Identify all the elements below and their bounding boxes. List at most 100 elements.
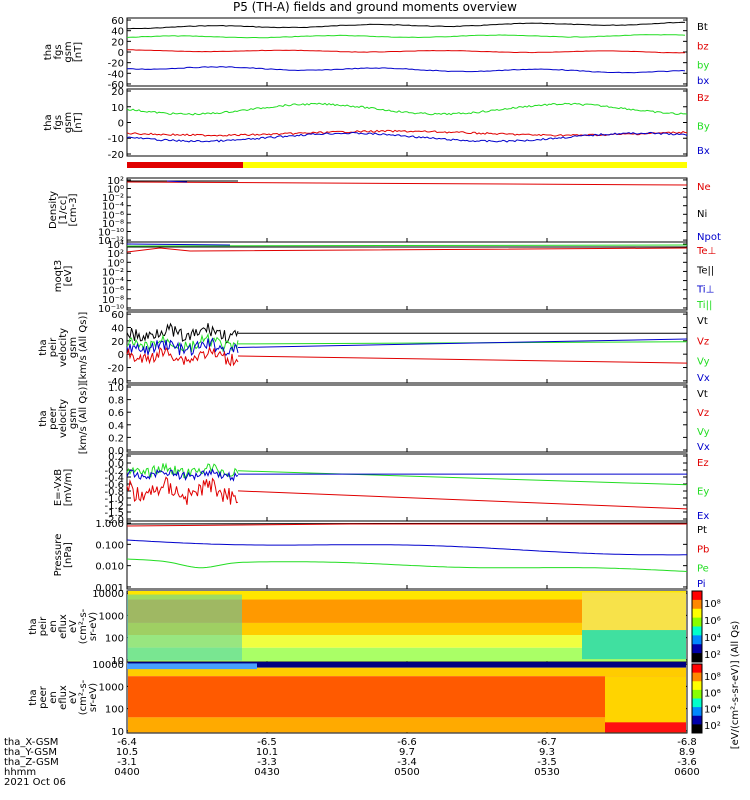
legend-pressure-2: Pe [697,564,709,575]
y-tick-label-peer_vel-3: 0.4 [108,421,124,432]
y-tick-label-peir_vel-5: -40 [108,377,124,388]
y-tick-label-temp-0: 10⁴ [107,240,124,251]
legend-efield-1: Ey [697,487,709,498]
y-tick-label-peer_vel-1: 0.8 [108,396,124,407]
y-tick-label-fgs_gsm_zoom-4: -20 [108,150,124,161]
series-Tipar [126,244,688,247]
ephem-label-1: tha_Y-GSM [4,747,57,758]
ephem-value-3-3: 0530 [534,767,559,778]
y-tick-label-density-6: 10⁻¹⁰ [98,227,124,238]
y-axis-label-peer_vel-3: gsm [68,408,79,429]
y-axis-label-peer_spec-5: (cm²-s- [78,679,89,715]
legend-fgs_gsm_zoom-2: Bx [697,146,710,157]
peir-spec-region-2 [582,630,686,660]
legend-fgs_gsm_zoom-0: Bz [697,93,709,104]
series-Teperp [126,247,688,253]
series-Bt [127,21,686,30]
series-peir-Vx-trend [237,338,688,348]
series-Pe [126,558,688,572]
panel-frame-pressure [126,520,688,590]
colorbar-seg-0-6 [692,644,702,654]
y-axis-label-peir_spec-6: sr-eV) [88,612,99,641]
series-bx [126,66,686,74]
y-tick-label-density-7: 10⁻¹² [98,236,124,247]
y-axis-label-fgs_gsm-2: gsm [63,41,74,62]
y-tick-label-peer_vel-0: 1.0 [108,383,124,394]
y-axis-label-peir_spec-1: peir [38,616,49,636]
y-axis-label-pressure-1: [nPa] [63,542,74,568]
colorbar-label: [eV/(cm²-s-sr-eV)] (All Qs) [730,621,741,750]
y-tick-label-peir_vel-0: 60 [111,310,124,321]
peer-spec-band-2 [128,676,686,718]
y-axis-label-peer_spec-3: eflux [58,685,69,710]
y-axis-label-peer_spec-2: en [48,691,59,704]
legend-peer_vel-0: Vt [697,389,708,400]
panel-frame-temp [126,241,688,311]
y-axis-label-efield-1: [mV/m] [63,469,74,507]
legend-peer_vel-1: Vz [697,408,709,419]
ephem-value-3-0: 0400 [114,767,139,778]
y-tick-label-fgs_gsm_zoom-1: 10 [111,103,124,114]
legend-temp-0: Te⊥ [696,246,716,257]
y-tick-label-fgs_gsm-1: 40 [111,27,124,38]
y-tick-label-fgs_gsm-4: -20 [108,59,124,70]
legend-temp-1: Te|| [696,265,714,276]
y-tick-label-temp-3: 10⁻² [102,267,124,278]
colorbar-seg-1-3 [692,689,702,699]
y-tick-label-efield-2: -0.2 [104,466,124,477]
y-axis-label-peir_vel-4: [km/s (All Qs)] [78,312,89,384]
y-axis-label-fgs_gsm_zoom-2: gsm [63,112,74,133]
y-tick-label-pressure-3: 0.001 [95,583,124,594]
y-tick-label-efield-3: -0.4 [104,473,124,484]
y-axis-label-density-1: [1/cc] [58,196,69,225]
legend-fgs_gsm-3: bx [697,76,709,87]
colorbar-seg-0-7 [692,653,702,663]
y-tick-label-efield-1: 0.0 [108,459,124,470]
y-tick-label-temp-7: 10⁻¹⁰ [98,304,124,315]
series-Ez-burst [126,476,239,505]
y-tick-label-fgs_gsm-6: -60 [108,80,124,91]
y-tick-label-peir_vel-2: 20 [111,337,124,348]
ephem-value-2-4: -3.6 [677,757,697,768]
colorbar-seg-1-2 [692,681,702,691]
peer-spec-region-0 [127,663,257,670]
legend-temp-2: Ti⊥ [696,285,714,296]
ephem-value-1-0: 10.5 [116,747,138,758]
colorbar-seg-0-3 [692,617,702,627]
y-tick-label-density-5: 10⁻⁸ [102,219,124,230]
y-tick-label-temp-1: 10² [107,249,124,260]
legend-peir_vel-2: Vy [697,357,710,368]
series-peir-Vx-burst [126,337,239,357]
y-tick-label-peir_spec-2: 100 [105,634,124,645]
colorbar-frame-0 [691,590,703,663]
panel-frame-efield [126,453,688,522]
legend-peer_vel-2: Vy [697,427,710,438]
colorbar-seg-0-1 [692,599,702,610]
peer-spec-band-1 [128,667,686,677]
ephem-value-0-3: -6.7 [537,737,557,748]
peir-spec-band-0 [128,591,686,600]
y-axis-label-fgs_gsm_zoom-3: [nT] [73,112,84,132]
y-axis-label-peir_spec-0: tha [28,618,39,634]
legend-peir_vel-1: Vz [697,336,709,347]
peir-spec-band-2 [128,622,686,636]
y-tick-label-efield-0: 0.2 [108,452,124,463]
ephem-date: 2021 Oct 06 [4,777,66,788]
y-tick-label-temp-5: 10⁻⁶ [102,286,124,297]
series-Pi [126,539,687,556]
y-tick-label-fgs_gsm_zoom-0: 20 [111,87,124,98]
peir-spec-band-4 [128,647,686,662]
peir-spec-band-3 [128,635,686,648]
y-tick-label-efield-9: -2.0 [104,515,124,526]
y-axis-label-peir_vel-1: peir [48,337,59,357]
y-tick-label-peer_spec-1: 1000 [99,682,124,693]
y-tick-label-efield-5: -0.8 [104,487,124,498]
ephem-value-3-2: 0500 [394,767,419,778]
colorbar-tick-1-3: 10² [704,721,721,732]
panel-frame-peer_vel [126,384,688,453]
y-axis-label-peer_vel-4: [km/s (All Qs)] [78,383,89,455]
series-peir-Vz-trend [237,355,688,364]
ephem-value-3-4: 0600 [674,767,699,778]
y-tick-label-density-1: 10⁰ [107,185,124,196]
y-tick-label-fgs_gsm-2: 20 [111,37,124,48]
